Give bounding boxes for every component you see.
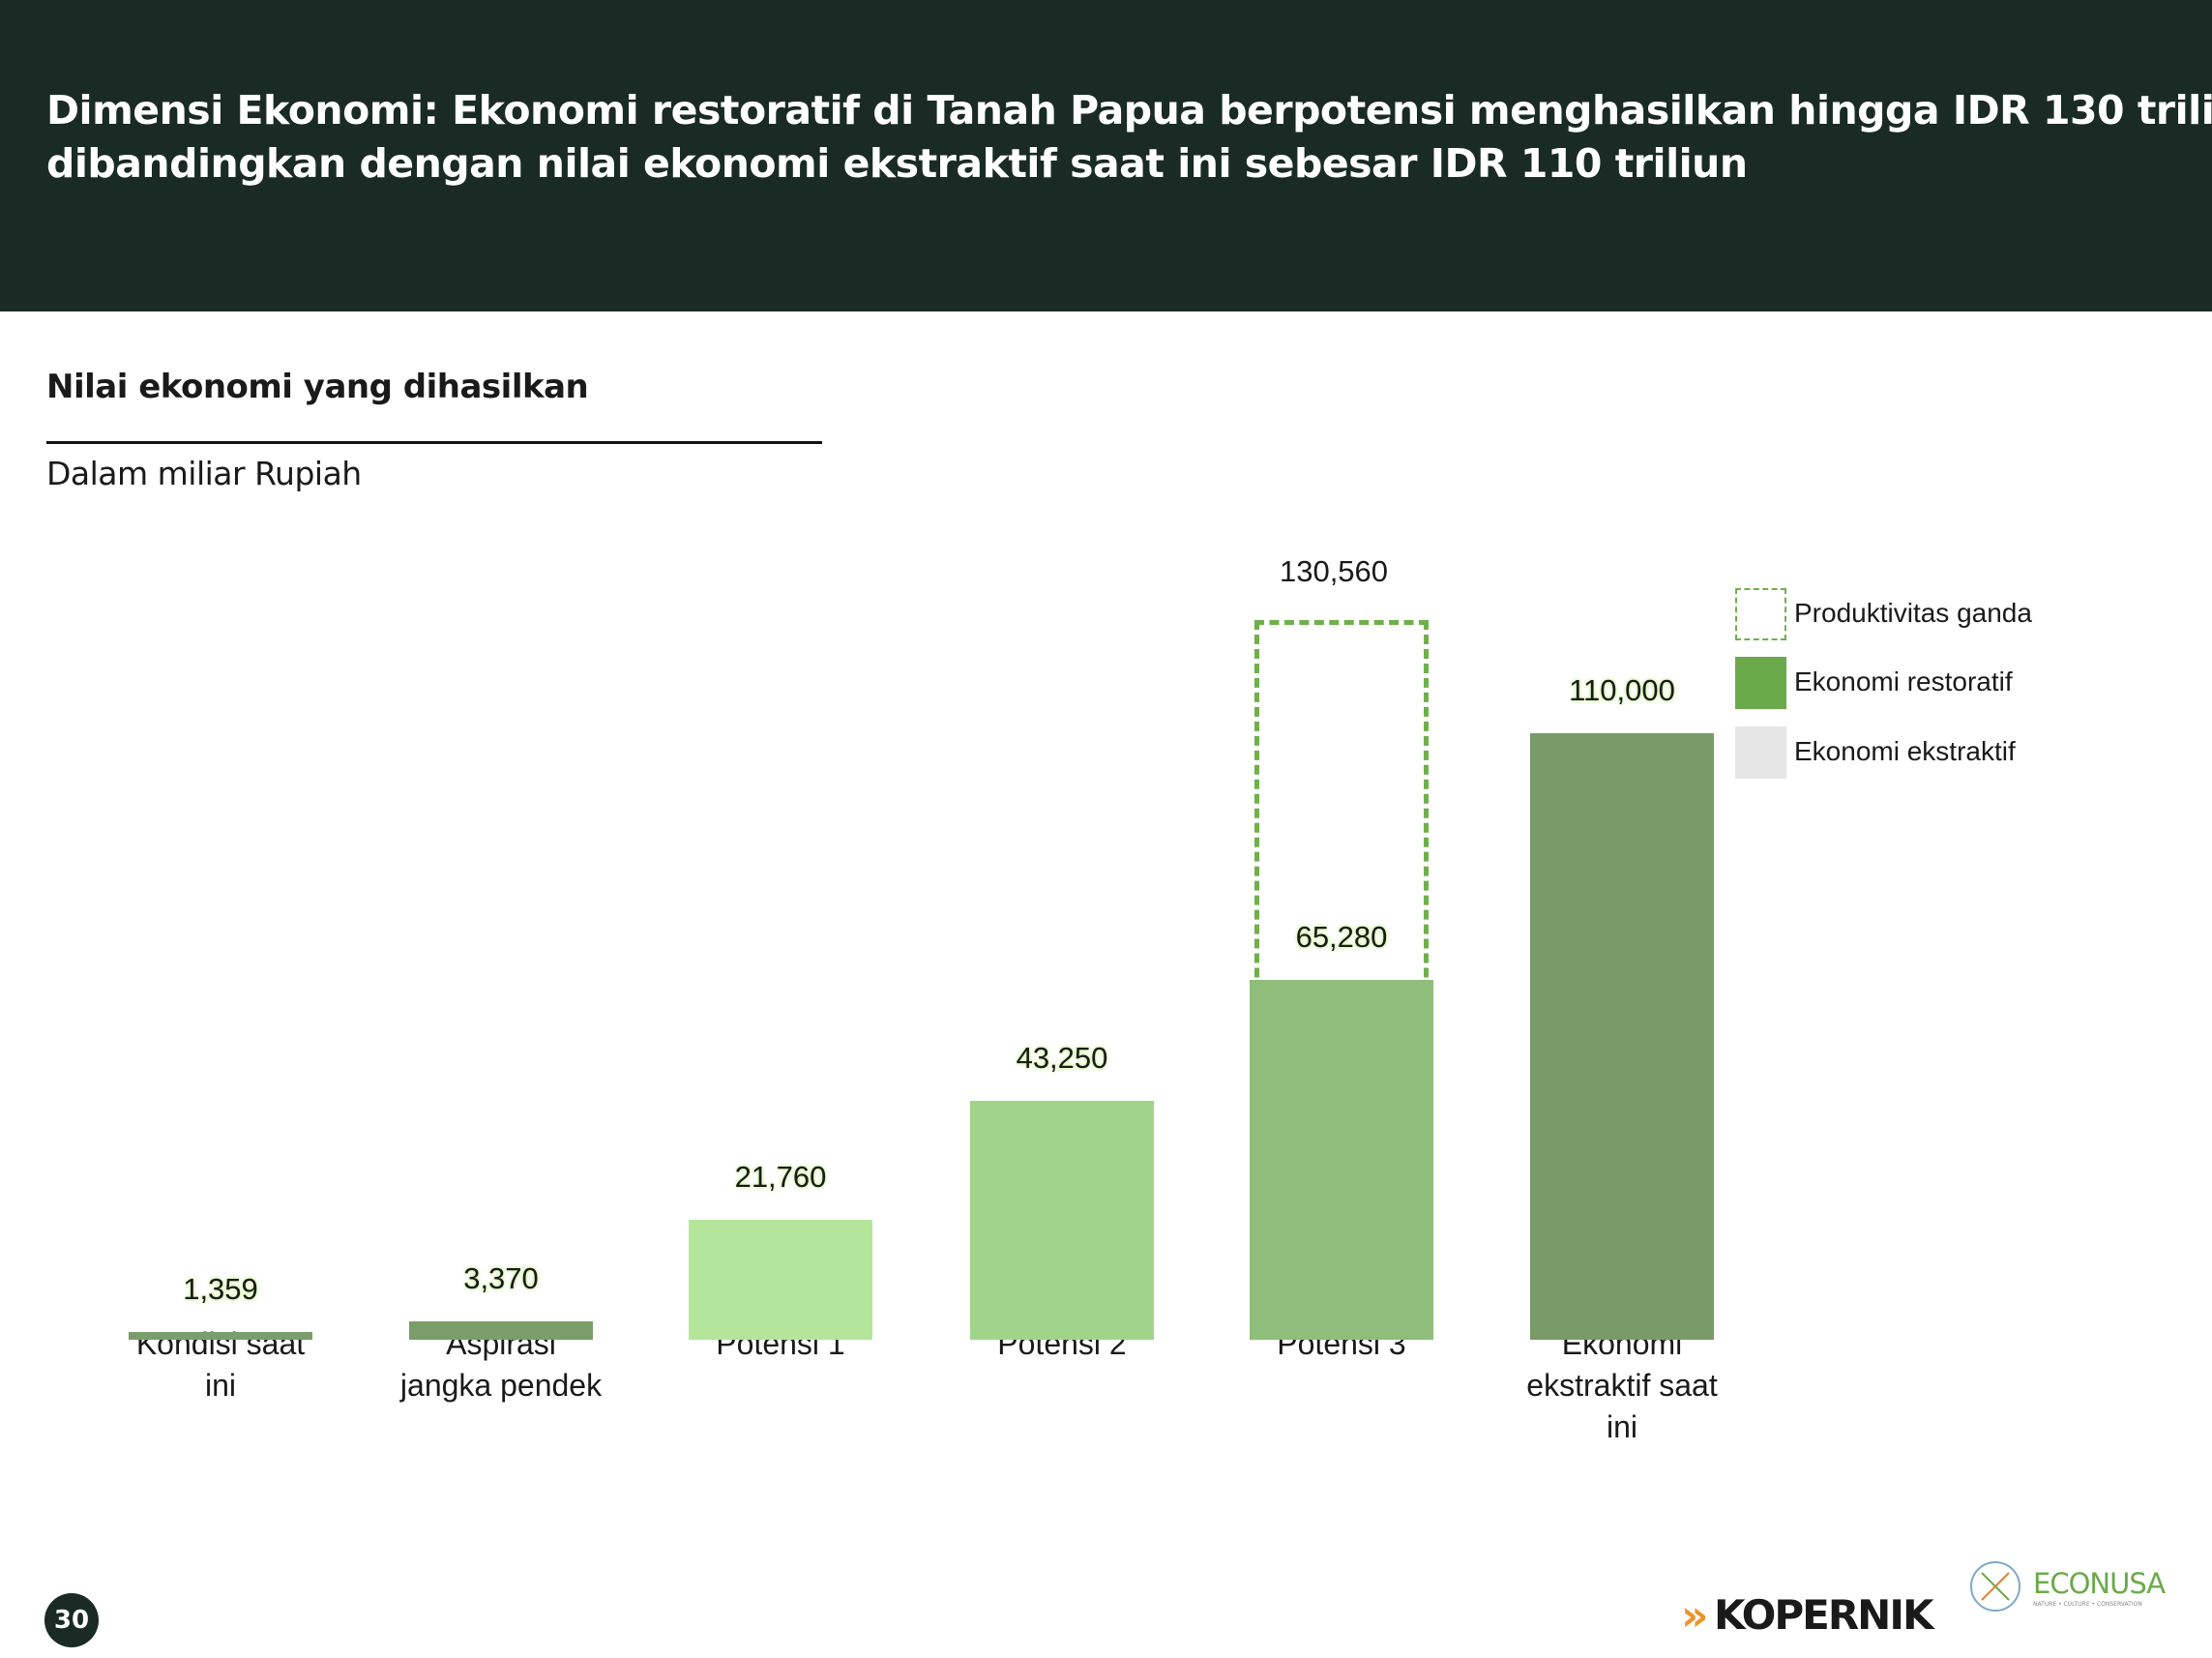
title-line: Dimensi Ekonomi: Ekonomi restoratif di T… xyxy=(46,87,2212,133)
divider xyxy=(46,441,822,444)
kopernik-icon: » xyxy=(1681,1591,1709,1641)
value-label: 3,370 xyxy=(463,1260,539,1295)
unit-label: Dalam miliar Rupiah xyxy=(46,455,362,492)
value-label: 110,000 xyxy=(1569,673,1675,707)
kopernik-logo: KOPERNIK xyxy=(1714,1591,1933,1639)
bar xyxy=(409,1320,593,1340)
legend-swatch xyxy=(1735,726,1786,779)
econusa-logo: ECONUSA xyxy=(2033,1567,2166,1600)
econusa-tagline: NATURE • CULTURE • CONSERVATION xyxy=(2033,1601,2142,1608)
legend-label: Ekonomi ekstraktif xyxy=(1794,736,2016,766)
value-label: 43,250 xyxy=(1016,1041,1108,1076)
bar xyxy=(129,1332,312,1340)
x-tick-label: Kondisi saat ini xyxy=(135,1326,306,1403)
legend-label: Ekonomi restoratif xyxy=(1794,666,2013,696)
legend-swatch xyxy=(1735,657,1786,709)
bar xyxy=(970,1101,1154,1340)
x-tick-label: Ekonomi ekstraktif saat ini xyxy=(1526,1326,1718,1444)
page-number: 30 xyxy=(44,1593,99,1647)
value-label: 65,280 xyxy=(1295,919,1388,954)
legend-swatch xyxy=(1735,588,1786,640)
value-label: 21,760 xyxy=(734,1159,827,1194)
econusa-icon xyxy=(1970,1561,2020,1612)
subtitle: Nilai ekonomi yang dihasilkan xyxy=(46,368,589,406)
legend-label: Produktivitas ganda xyxy=(1794,598,2032,628)
bar xyxy=(1530,733,1714,1340)
value-label: 130,560 xyxy=(1279,553,1389,588)
header xyxy=(0,0,2212,311)
bar xyxy=(689,1219,872,1340)
bar xyxy=(1250,979,1433,1340)
title-line: dibandingkan dengan nilai ekonomi ekstra… xyxy=(46,140,1748,187)
value-label: 1,359 xyxy=(183,1272,258,1307)
